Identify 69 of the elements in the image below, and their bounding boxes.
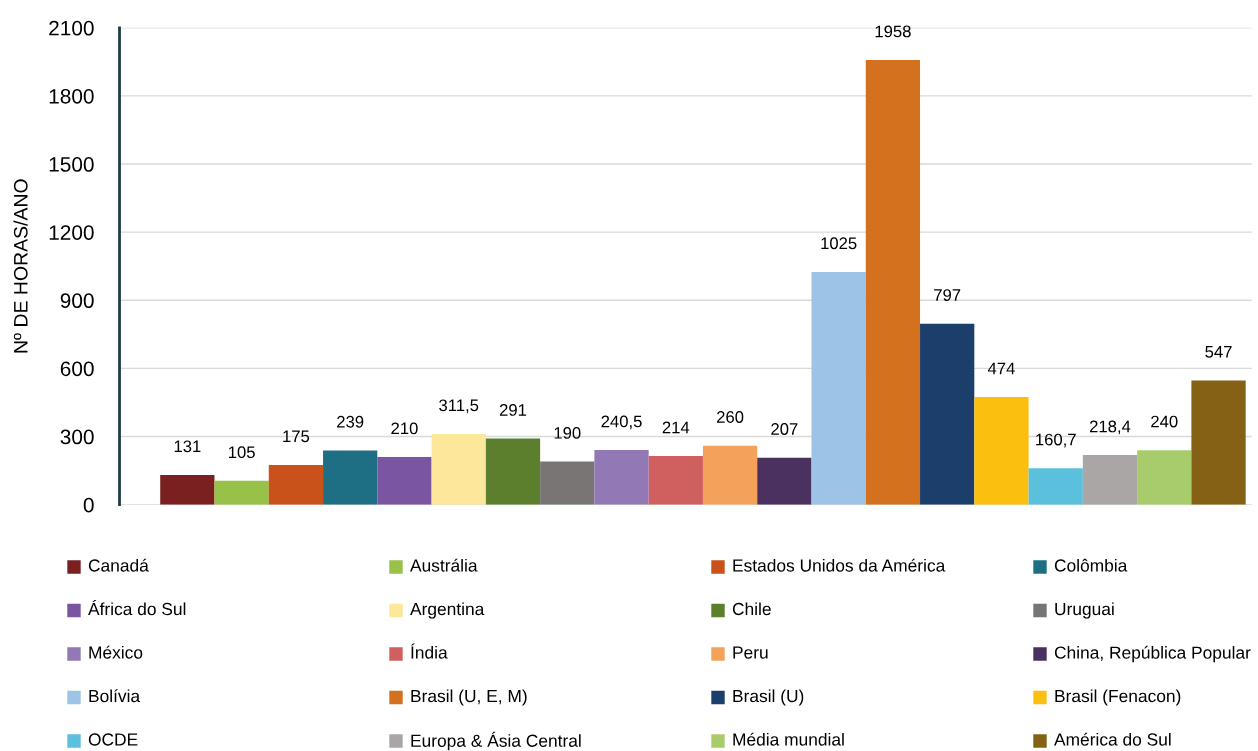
legend-label: Média mundial	[733, 732, 844, 746]
legend-label: América do Sul	[1054, 732, 1171, 746]
legend-label: Peru	[733, 646, 768, 659]
bar	[648, 456, 703, 505]
data-label: 240,5	[601, 415, 642, 430]
y-tick-label: 300	[60, 429, 94, 445]
data-label: 260	[717, 411, 744, 423]
bar	[431, 433, 486, 505]
legend-label: Brasil (U, E, M)	[411, 689, 527, 706]
data-label: 210	[391, 422, 418, 435]
bar	[268, 464, 324, 505]
legend-label: Europa & Ásia Central	[411, 731, 581, 751]
y-tick-label: 2100	[49, 20, 94, 36]
data-label: 105	[228, 446, 255, 459]
data-label: 218,4	[1089, 420, 1131, 435]
legend-label: Bolívia	[89, 689, 141, 703]
y-axis-title: Nº DE HORAS/ANO	[13, 179, 28, 353]
data-label: 239	[337, 415, 364, 428]
data-label: 240	[1151, 415, 1178, 428]
y-tick-label: 1200	[49, 225, 94, 240]
data-label: 160,7	[1036, 433, 1076, 448]
bar	[594, 450, 649, 505]
legend-label: Chile	[732, 602, 771, 616]
data-label: 207	[771, 423, 798, 435]
y-tick-label: 1800	[49, 88, 94, 104]
legend-label: Brasil (Fenacon)	[1055, 689, 1181, 706]
data-label: 1958	[875, 25, 911, 38]
bar	[974, 397, 1029, 505]
bar	[377, 456, 432, 505]
y-tick-label: 0	[83, 497, 94, 513]
legend-label: Canadá	[88, 558, 149, 572]
legend-label: Argentina	[410, 602, 485, 619]
bar	[865, 60, 921, 505]
data-label: 190	[554, 426, 581, 439]
bar	[323, 450, 378, 505]
data-label: 131	[174, 440, 201, 453]
legend-label: África do Sul	[88, 599, 186, 616]
legend-label: Brasil (U)	[733, 689, 804, 706]
legend-label: OCDE	[88, 733, 138, 746]
legend-label: Índia	[411, 643, 448, 659]
data-label: 474	[987, 362, 1015, 375]
bar	[811, 271, 866, 505]
bar	[485, 438, 541, 505]
legend-label: Estados Unidos da América	[733, 558, 946, 572]
y-tick-label: 1500	[49, 157, 94, 172]
legend-label: Austrália	[410, 558, 478, 572]
bar	[702, 445, 758, 505]
data-label: 311,5	[439, 399, 479, 414]
data-label: 797	[934, 289, 961, 301]
legend-label: México	[89, 645, 143, 659]
bar	[540, 461, 595, 505]
data-label: 1025	[821, 237, 857, 250]
bar	[1137, 450, 1192, 505]
y-tick-label: 600	[60, 361, 94, 377]
bar	[920, 323, 975, 505]
bar	[1191, 380, 1246, 505]
data-label: 547	[1205, 346, 1232, 358]
data-label: 175	[283, 430, 310, 443]
bar	[1028, 468, 1083, 505]
bar	[757, 457, 812, 505]
bar	[160, 474, 215, 505]
bar	[214, 480, 269, 505]
y-tick-label: 900	[60, 293, 94, 309]
legend-label: Uruguai	[1055, 602, 1114, 619]
legend-label: China, República Popular	[1054, 645, 1251, 663]
legend-label: Colômbia	[1054, 558, 1128, 572]
data-label: 291	[499, 404, 527, 416]
bar	[1082, 455, 1138, 505]
data-label: 214	[662, 421, 690, 434]
